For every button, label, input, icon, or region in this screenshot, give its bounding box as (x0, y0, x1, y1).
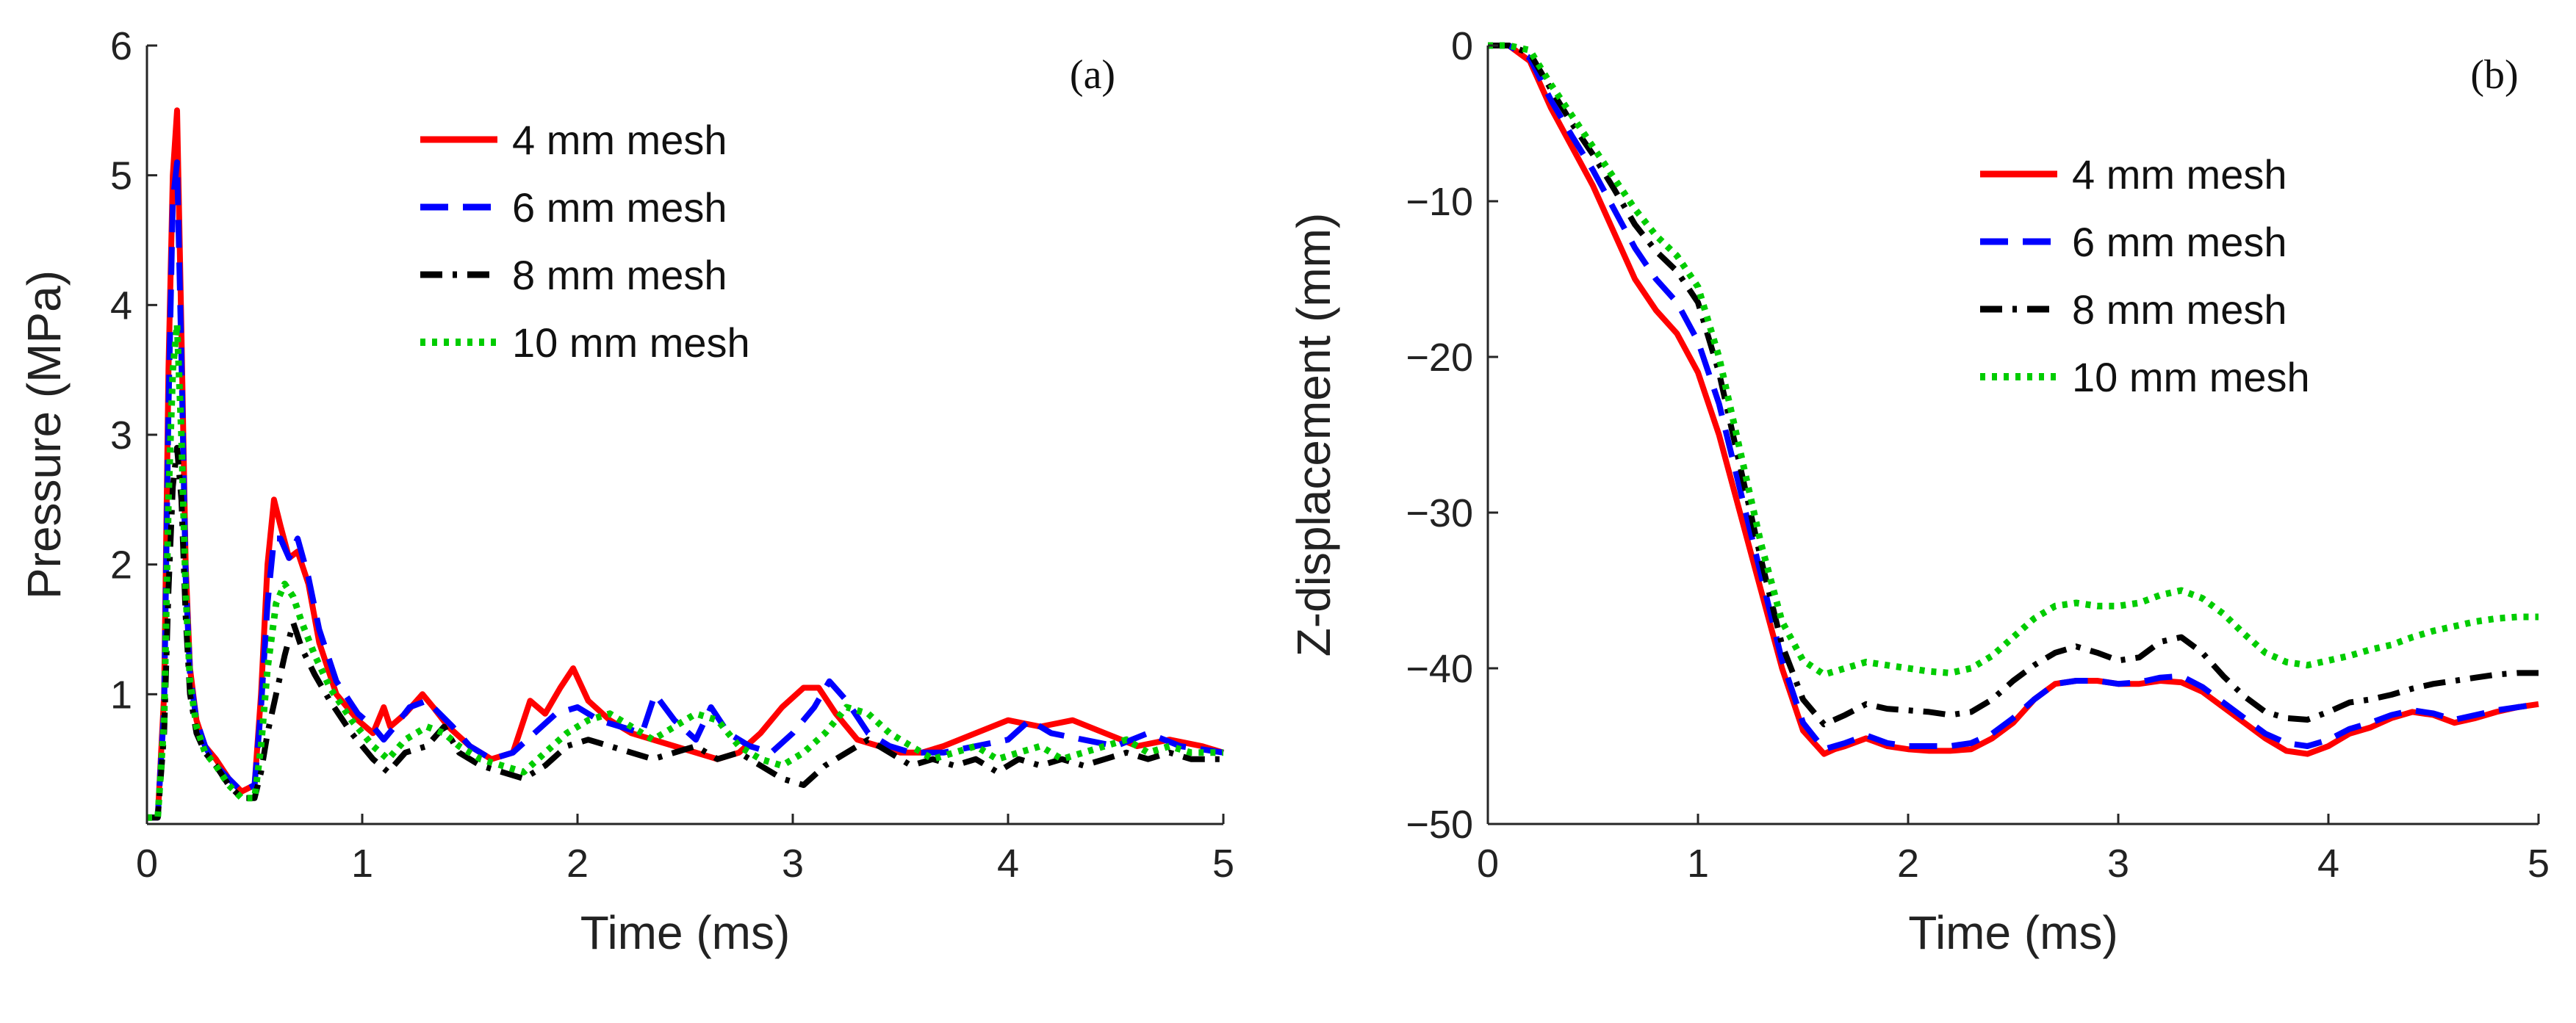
chart-a-x-tick-label: 5 (1212, 842, 1234, 886)
chart-b-series-line-1 (1488, 43, 2539, 757)
chart-b-series-line-3 (1488, 43, 2539, 728)
chart-b-x-axis-label: Time (ms) (1908, 906, 2118, 959)
chart-a-series-line-2 (147, 159, 1224, 821)
chart-a-x-tick-label: 3 (782, 842, 804, 886)
chart-a-panel-label: (a) (1070, 52, 1115, 98)
chart-b-y-tick-label: −50 (1406, 803, 1473, 847)
chart-b-x-tick-label: 4 (2317, 842, 2339, 886)
chart-b-x-tick-label: 2 (1897, 842, 1919, 886)
chart-a-x-axis-label: Time (ms) (580, 906, 791, 959)
chart-b-series-line-4 (1488, 42, 2539, 678)
chart-a-y-tick-label: 2 (110, 543, 132, 588)
chart-a-legend-label-2: 6 mm mesh (512, 184, 727, 231)
chart-a-y-tick-label: 6 (110, 24, 132, 68)
chart-a-legend-label-3: 8 mm mesh (512, 252, 727, 298)
chart-b-legend-label-1: 4 mm mesh (2072, 151, 2287, 198)
chart-b-y-axis-label: Z-displacement (mm) (1287, 213, 1340, 657)
chart-b-y-tick-label: −30 (1406, 491, 1473, 535)
chart-b-legend-label-3: 8 mm mesh (2072, 286, 2287, 333)
chart-a-y-tick-label: 5 (110, 154, 132, 198)
chart-panel-a: 0 1 2 3 4 5 1 2 3 4 5 6 Time (ms) Pressure (MPa) (a) 4 … (18, 24, 1234, 959)
chart-b-y-tick-label: −10 (1406, 180, 1473, 224)
chart-a-x-tick-label: 1 (351, 842, 373, 886)
chart-b-series-line-2 (1488, 43, 2539, 753)
chart-a-x-tick-label: 4 (997, 842, 1019, 886)
chart-a-legend-label-1: 4 mm mesh (512, 117, 727, 163)
chart-b-x-tick-label: 3 (2107, 842, 2129, 886)
chart-b-x-tick-label: 5 (2528, 842, 2550, 886)
chart-b-legend-label-4: 10 mm mesh (2072, 354, 2310, 400)
chart-b-x-tick-label: 1 (1687, 842, 1709, 886)
chart-b-x-tick-label: 0 (1477, 842, 1499, 886)
chart-panel-b: 0 1 2 3 4 5 0 −10 −20 −30 −40 −50 Time (ms) Z-displac… (1287, 24, 2550, 959)
chart-a-y-tick-label: 1 (110, 673, 132, 717)
chart-a-y-tick-label: 3 (110, 413, 132, 458)
chart-b-panel-label: (b) (2470, 52, 2518, 98)
chart-a-legend-label-4: 10 mm mesh (512, 319, 750, 366)
chart-a-x-tick-label: 0 (136, 842, 158, 886)
chart-a-x-tick-label: 2 (566, 842, 589, 886)
chart-a-series-line-4 (147, 321, 1223, 821)
chart-a-y-tick-label: 4 (110, 283, 132, 328)
chart-b-y-tick-label: −40 (1406, 647, 1473, 691)
chart-b-y-tick-label: 0 (1451, 24, 1473, 68)
chart-b-legend-label-2: 6 mm mesh (2072, 219, 2287, 265)
chart-a-series-line-3 (147, 444, 1223, 821)
chart-a-y-axis-label: Pressure (MPa) (18, 270, 71, 599)
chart-b-y-tick-label: −20 (1406, 336, 1473, 380)
